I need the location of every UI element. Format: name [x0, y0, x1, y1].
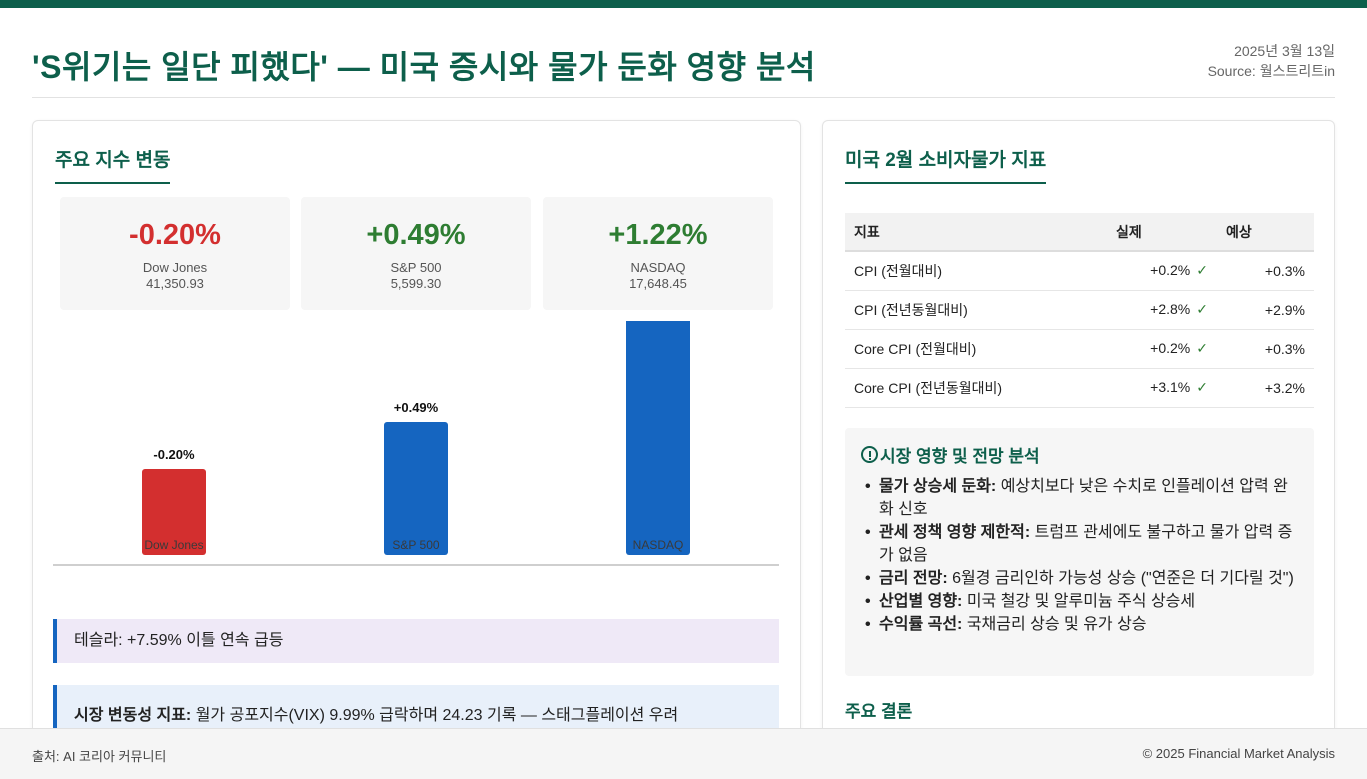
- stat-change: +0.49%: [366, 219, 466, 251]
- category-label: NASDAQ: [633, 538, 684, 552]
- item-text: 국채금리 상승 및 유가 상승: [962, 616, 1147, 633]
- report-source: Source: 월스트리트in: [1207, 63, 1335, 79]
- check-icon: ✓: [1196, 340, 1208, 356]
- item-text: 트럼프 관세에도 불구하고 물가 압력 증가 없음: [879, 524, 1293, 564]
- table-header-row: 지표 실제 예상: [845, 213, 1314, 252]
- column-header-actual: 실제: [1107, 213, 1217, 252]
- list-item: 물가 상승세 둔화: 예상치보다 낮은 수치로 인플레이션 압력 완화 신호: [865, 475, 1298, 521]
- analysis-title: 시장 영향 및 전망 분석: [861, 442, 1298, 467]
- cell-expected: +2.9%: [1217, 290, 1314, 330]
- page-header: 'S위기는 일단 피했다' — 미국 증시와 물가 둔화 영향 분석 2025년…: [32, 8, 1335, 98]
- item-label: 금리 전망:: [879, 570, 948, 587]
- bar-dow-jones: [142, 469, 206, 555]
- list-item: 수익률 곡선: 국채금리 상승 및 유가 상승: [865, 613, 1298, 636]
- item-text: 6월경 금리인하 가능성 상승 ("연준은 더 기다릴 것"): [947, 570, 1294, 587]
- cell-indicator: CPI (전년동월대비): [845, 290, 1107, 330]
- cell-expected: +3.2%: [1217, 368, 1314, 408]
- category-label: Dow Jones: [144, 538, 203, 552]
- cpi-table: 지표 실제 예상 CPI (전월대비) +0.2% ✓ +0.3% CPI (전년…: [845, 213, 1314, 408]
- index-bar-chart: -0.20%Dow Jones+0.49%S&P 500+1.22%NASDAQ: [53, 321, 779, 566]
- stat-card-dow: -0.20% Dow Jones 41,350.93: [60, 197, 290, 310]
- header-meta: 2025년 3월 13일 Source: 월스트리트in: [1208, 41, 1335, 81]
- item-label: 물가 상승세 둔화:: [879, 478, 997, 495]
- column-header-expected: 예상: [1217, 213, 1314, 252]
- footer-source: 출처: AI 코리아 커뮤니티: [32, 749, 167, 764]
- cell-actual: +0.2% ✓: [1107, 251, 1217, 291]
- analysis-box: 시장 영향 및 전망 분석 물가 상승세 둔화: 예상치보다 낮은 수치로 인플…: [845, 428, 1314, 676]
- report-date: 2025년 3월 13일: [1234, 43, 1335, 59]
- cell-expected: +0.3%: [1217, 329, 1314, 369]
- cell-actual: +0.2% ✓: [1107, 329, 1217, 369]
- actual-value: +2.8%: [1150, 301, 1191, 317]
- vix-note-text: 월가 공포지수(VIX) 9.99% 급락하며 24.23 기록 — 스태그플레…: [191, 707, 679, 724]
- stat-value: 17,648.45: [629, 276, 687, 291]
- item-text: 예상치보다 낮은 수치로 인플레이션 압력 완화 신호: [879, 478, 1288, 518]
- bar-s-p-500: [384, 422, 448, 555]
- actual-value: +3.1%: [1150, 379, 1191, 395]
- cell-indicator: Core CPI (전년동월대비): [845, 368, 1107, 408]
- top-accent-bar: [0, 0, 1367, 8]
- stat-value: 5,599.30: [390, 276, 442, 291]
- analysis-title-text: 시장 영향 및 전망 분석: [880, 447, 1040, 466]
- category-label: S&P 500: [392, 538, 439, 552]
- tesla-note: 테슬라: +7.59% 이틀 연속 급등: [53, 619, 779, 663]
- footer-copyright: © 2025 Financial Market Analysis: [1142, 746, 1335, 761]
- table-row: CPI (전년동월대비) +2.8% ✓ +2.9%: [845, 290, 1314, 330]
- stat-change: +1.22%: [608, 219, 708, 251]
- index-section-title: 주요 지수 변동: [55, 145, 171, 184]
- data-label: +0.49%: [394, 400, 439, 415]
- item-label: 수익률 곡선:: [879, 616, 963, 633]
- page-footer: 출처: AI 코리아 커뮤니티 © 2025 Financial Market …: [0, 728, 1367, 779]
- data-label: -0.20%: [153, 447, 195, 462]
- conclusion-title: 주요 결론: [845, 702, 913, 721]
- list-item: 산업별 영향: 미국 철강 및 알루미늄 주식 상승세: [865, 590, 1298, 613]
- check-icon: ✓: [1196, 262, 1208, 279]
- stat-change: -0.20%: [129, 219, 221, 251]
- list-item: 관세 정책 영향 제한적: 트럼프 관세에도 불구하고 물가 압력 증가 없음: [865, 521, 1298, 567]
- stat-name: Dow Jones: [142, 260, 208, 275]
- table-row: CPI (전월대비) +0.2% ✓ +0.3%: [845, 251, 1314, 291]
- cell-actual: +3.1% ✓: [1107, 368, 1217, 408]
- info-icon: [861, 446, 878, 463]
- cell-indicator: CPI (전월대비): [845, 251, 1107, 291]
- cpi-card: 미국 2월 소비자물가 지표 지표 실제 예상 CPI (전월대비) +0.2%…: [822, 120, 1335, 740]
- vix-note-label: 시장 변동성 지표:: [74, 707, 192, 724]
- table-row: Core CPI (전년동월대비) +3.1% ✓ +3.2%: [845, 368, 1314, 408]
- column-header-indicator: 지표: [845, 213, 1107, 252]
- stat-value: 41,350.93: [146, 276, 204, 291]
- item-label: 산업별 영향:: [879, 593, 963, 610]
- cpi-section-title: 미국 2월 소비자물가 지표: [845, 145, 1047, 184]
- check-icon: ✓: [1196, 379, 1208, 395]
- cell-indicator: Core CPI (전월대비): [845, 329, 1107, 369]
- index-changes-card: 주요 지수 변동 -0.20% Dow Jones 41,350.93 +0.4…: [32, 120, 801, 740]
- list-item: 금리 전망: 6월경 금리인하 가능성 상승 ("연준은 더 기다릴 것"): [865, 567, 1298, 590]
- page-title: 'S위기는 일단 피했다' — 미국 증시와 물가 둔화 영향 분석: [32, 49, 816, 85]
- stat-card-nasdaq: +1.22% NASDAQ 17,648.45: [543, 197, 773, 310]
- stat-card-sp500: +0.49% S&P 500 5,599.30: [301, 197, 531, 310]
- analysis-list: 물가 상승세 둔화: 예상치보다 낮은 수치로 인플레이션 압력 완화 신호 관…: [861, 475, 1298, 636]
- cell-expected: +0.3%: [1217, 251, 1314, 291]
- item-label: 관세 정책 영향 제한적:: [879, 524, 1031, 541]
- bar-nasdaq: [626, 321, 690, 555]
- stat-name: S&P 500: [390, 260, 442, 275]
- cell-actual: +2.8% ✓: [1107, 290, 1217, 330]
- actual-value: +0.2%: [1150, 340, 1191, 356]
- actual-value: +0.2%: [1150, 262, 1191, 279]
- table-row: Core CPI (전월대비) +0.2% ✓ +0.3%: [845, 329, 1314, 369]
- check-icon: ✓: [1196, 301, 1208, 317]
- item-text: 미국 철강 및 알루미늄 주식 상승세: [962, 593, 1196, 610]
- stat-name: NASDAQ: [630, 260, 686, 275]
